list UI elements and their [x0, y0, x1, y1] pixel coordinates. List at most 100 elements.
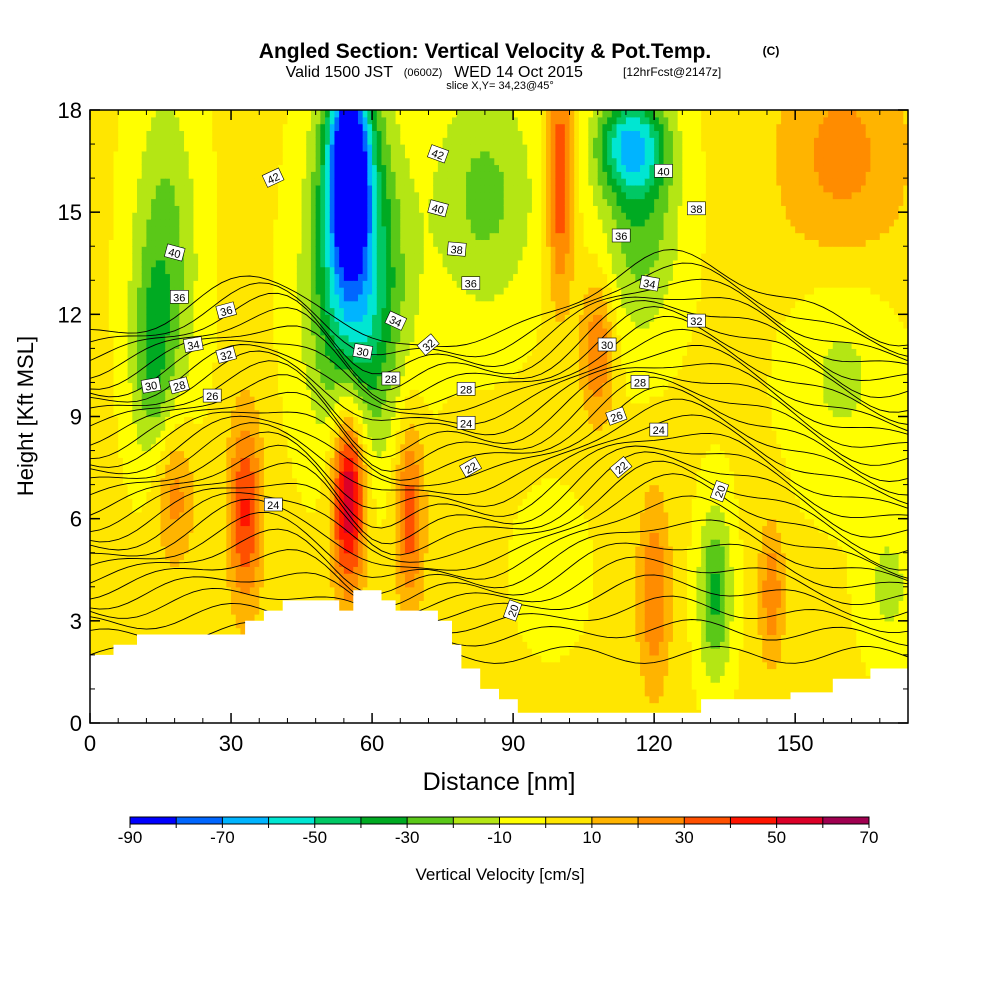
- velocity-cell: [113, 477, 119, 486]
- velocity-cell: [202, 552, 209, 561]
- velocity-cell: [202, 484, 209, 493]
- velocity-cell: [329, 116, 336, 125]
- velocity-cell: [301, 123, 307, 132]
- velocity-cell: [207, 116, 213, 125]
- velocity-cell: [99, 300, 105, 309]
- velocity-cell: [273, 144, 279, 152]
- velocity-cell: [296, 130, 303, 138]
- velocity-cell: [202, 620, 209, 629]
- velocity-cell: [273, 253, 279, 261]
- velocity-cell: [137, 300, 143, 309]
- velocity-cell: [169, 423, 176, 431]
- velocity-cell: [292, 409, 298, 418]
- velocity-cell: [249, 355, 256, 363]
- velocity-cell: [212, 307, 218, 315]
- velocity-cell: [198, 600, 204, 608]
- velocity-cell: [212, 525, 218, 533]
- velocity-cell: [329, 198, 336, 206]
- velocity-cell: [165, 593, 171, 601]
- velocity-cell: [169, 171, 176, 179]
- velocity-cell: [296, 355, 303, 363]
- velocity-cell: [315, 246, 321, 254]
- velocity-cell: [292, 300, 298, 309]
- velocity-cell: [108, 402, 115, 411]
- velocity-cell: [202, 218, 209, 227]
- velocity-cell: [169, 566, 176, 574]
- velocity-cell: [188, 443, 195, 452]
- velocity-cell: [216, 123, 223, 132]
- velocity-cell: [334, 280, 340, 288]
- velocity-cell: [216, 362, 223, 370]
- velocity-cell: [108, 321, 115, 329]
- velocity-cell: [273, 137, 279, 145]
- velocity-cell: [292, 137, 298, 145]
- velocity-cell: [263, 436, 270, 445]
- velocity-cell: [325, 123, 331, 132]
- velocity-cell: [292, 178, 298, 186]
- velocity-cell: [310, 225, 317, 234]
- velocity-cell: [99, 532, 105, 540]
- velocity-cell: [320, 225, 326, 234]
- velocity-cell: [108, 225, 115, 234]
- velocity-cell: [146, 205, 152, 213]
- velocity-cell: [99, 464, 105, 472]
- velocity-cell: [179, 123, 185, 132]
- velocity-cell: [137, 457, 143, 465]
- velocity-cell: [118, 348, 124, 356]
- velocity-cell: [99, 225, 105, 234]
- velocity-cell: [226, 198, 232, 206]
- velocity-cell: [343, 266, 350, 275]
- velocity-cell: [174, 396, 180, 404]
- velocity-cell: [212, 443, 218, 452]
- velocity-cell: [188, 484, 195, 493]
- velocity-cell: [193, 164, 199, 172]
- velocity-cell: [306, 198, 312, 206]
- velocity-cell: [259, 396, 265, 404]
- velocity-cell: [249, 184, 256, 193]
- velocity-cell: [278, 116, 284, 125]
- velocity-cell: [188, 457, 195, 465]
- velocity-cell: [263, 450, 270, 458]
- velocity-cell: [122, 239, 129, 247]
- velocity-cell: [165, 123, 171, 132]
- velocity-cell: [94, 327, 100, 336]
- velocity-cell: [263, 130, 270, 138]
- velocity-cell: [254, 607, 260, 615]
- velocity-cell: [122, 273, 129, 281]
- velocity-cell: [325, 518, 331, 527]
- velocity-cell: [151, 266, 157, 275]
- velocity-cell: [104, 402, 110, 411]
- velocity-cell: [216, 368, 223, 377]
- velocity-cell: [301, 593, 307, 601]
- velocity-cell: [268, 539, 274, 547]
- velocity-cell: [287, 559, 293, 567]
- velocity-cell: [165, 450, 171, 458]
- velocity-cell: [94, 375, 100, 384]
- velocity-cell: [339, 178, 345, 186]
- velocity-cell: [155, 362, 162, 370]
- velocity-cell: [184, 150, 190, 159]
- velocity-cell: [259, 198, 265, 206]
- velocity-cell: [221, 130, 227, 138]
- velocity-cell: [141, 532, 148, 540]
- velocity-cell: [278, 552, 284, 561]
- velocity-cell: [179, 491, 185, 499]
- velocity-cell: [122, 205, 129, 213]
- velocity-cell: [249, 259, 256, 268]
- velocity-cell: [146, 116, 152, 125]
- velocity-cell: [160, 430, 166, 438]
- velocity-cell: [118, 327, 124, 336]
- velocity-cell: [104, 157, 110, 166]
- velocity-cell: [343, 137, 350, 145]
- velocity-cell: [306, 218, 312, 227]
- velocity-cell: [310, 205, 317, 213]
- velocity-cell: [254, 539, 260, 547]
- velocity-cell: [296, 178, 303, 186]
- velocity-cell: [104, 634, 110, 642]
- velocity-cell: [202, 246, 209, 254]
- velocity-cell: [310, 293, 317, 302]
- velocity-cell: [292, 253, 298, 261]
- velocity-cell: [334, 110, 340, 118]
- velocity-cell: [179, 300, 185, 309]
- velocity-cell: [339, 457, 345, 465]
